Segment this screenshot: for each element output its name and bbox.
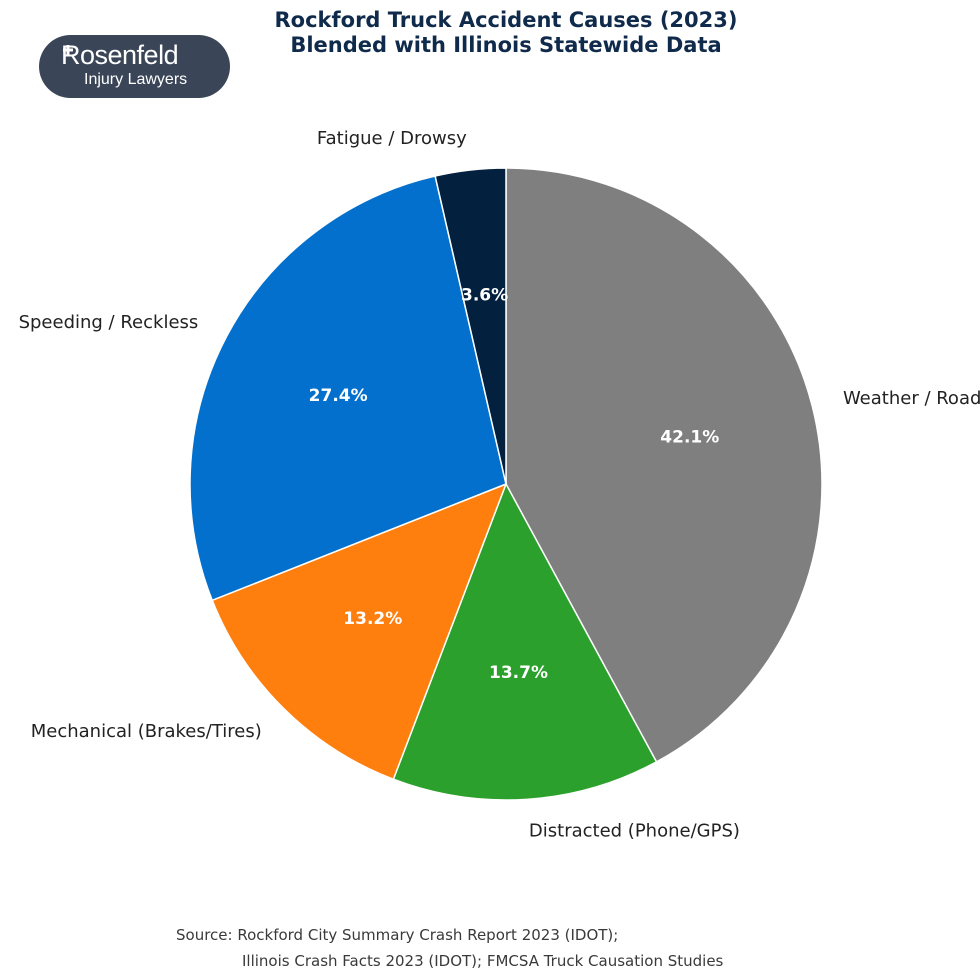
pie-value-label-weather-road: 42.1% bbox=[660, 427, 719, 447]
logo-tagline: Injury Lawyers bbox=[84, 71, 188, 88]
pie-slice-speeding-reckless bbox=[189, 175, 507, 602]
source-line-2: Illinois Crash Facts 2023 (IDOT); FMCSA … bbox=[242, 952, 724, 970]
pie-category-label-fatigue-drowsy: Fatigue / Drowsy bbox=[317, 128, 467, 149]
pie-value-label-mechanical-brakes-tires: 13.2% bbox=[343, 609, 402, 629]
pie-value-label-fatigue-drowsy: 3.6% bbox=[461, 286, 508, 306]
logo-name: Rosenfeld bbox=[61, 40, 179, 70]
cross-icon bbox=[63, 45, 73, 55]
pie-category-label-distracted-phone-gps: Distracted (Phone/GPS) bbox=[529, 820, 740, 841]
source-line-1: Source: Rockford City Summary Crash Repo… bbox=[176, 926, 619, 944]
chart-title: Rockford Truck Accident Causes (2023) Bl… bbox=[0, 8, 980, 58]
pie-slice-distracted-phone-gps bbox=[392, 482, 658, 801]
pie-slice-mechanical-brakes-tires bbox=[211, 482, 508, 781]
chart-title-line-1: Rockford Truck Accident Causes (2023) bbox=[274, 8, 738, 32]
chart-title-line-2: Blended with Illinois Statewide Data bbox=[290, 33, 722, 57]
pie-category-label-speeding-reckless: Speeding / Reckless bbox=[19, 312, 199, 333]
brand-logo: Rosenfeld Injury Lawyers bbox=[39, 35, 230, 98]
pie-category-label-weather-road: Weather / Road bbox=[843, 388, 980, 409]
pie-slice-weather-road bbox=[505, 167, 823, 763]
pie-value-label-distracted-phone-gps: 13.7% bbox=[489, 663, 548, 683]
pie-slice-fatigue-drowsy bbox=[434, 167, 507, 485]
pie-category-label-mechanical-brakes-tires: Mechanical (Brakes/Tires) bbox=[31, 721, 262, 742]
pie-value-label-speeding-reckless: 27.4% bbox=[309, 386, 368, 406]
